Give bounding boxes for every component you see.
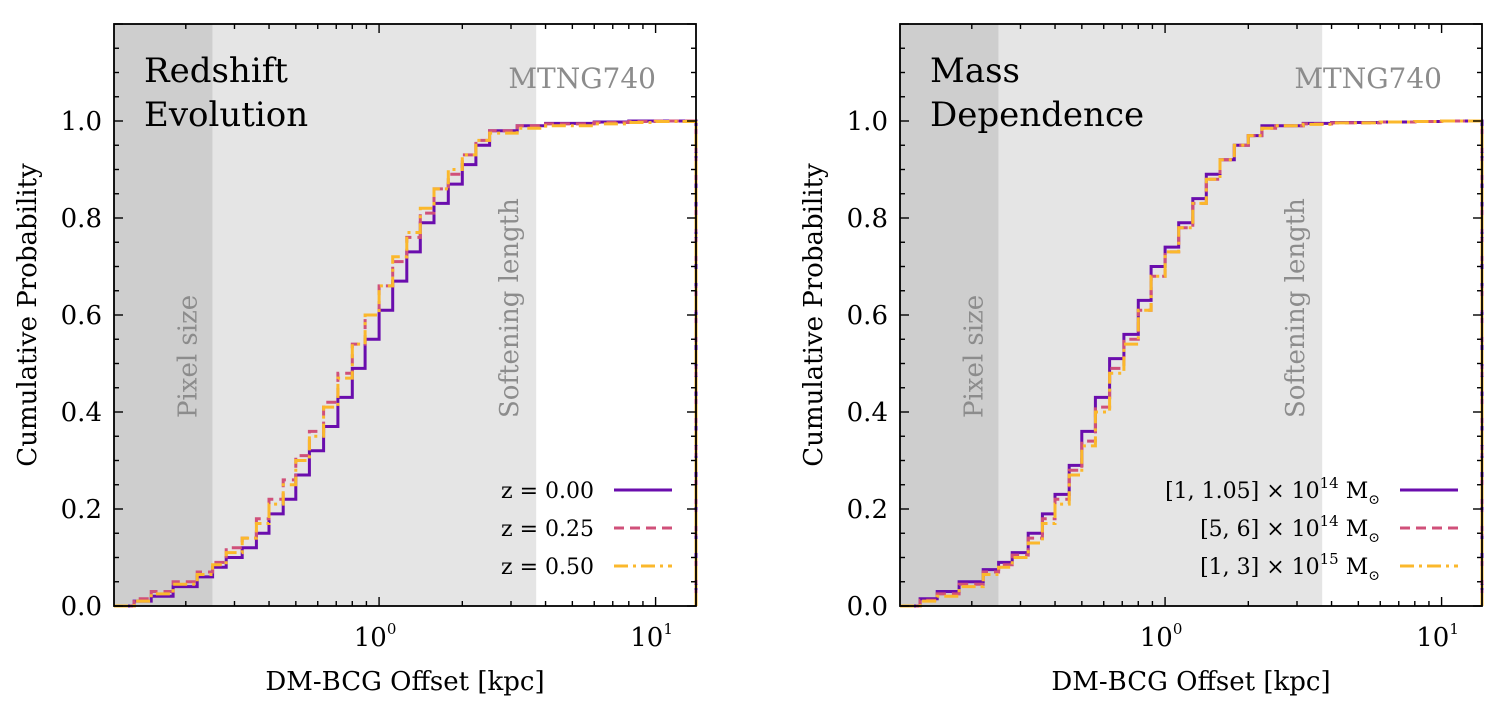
region-label-softening-length: Softening length	[1281, 198, 1311, 418]
panel-title-line-1: Mass	[930, 51, 1020, 91]
series-line-3	[114, 120, 698, 608]
region-label-softening-length: Softening length	[495, 198, 525, 418]
legend-label-1: z = 0.00	[501, 479, 594, 504]
y-axis-label: Cumulative Probability	[13, 163, 43, 467]
chart-panel-1: Pixel size Softening length 0.0 0.2 0.4 0.6 0.…	[13, 23, 698, 697]
legend-label-2: [5, 6] × 1014 M⊙	[1200, 512, 1380, 546]
y-tick-label: 0.0	[61, 592, 102, 622]
region-label-pixel-size: Pixel size	[960, 295, 990, 418]
y-tick-label: 0.8	[847, 204, 888, 234]
y-tick-label: 0.2	[61, 495, 102, 525]
simulation-label: MTNG740	[508, 62, 656, 95]
y-tick-label: 0.4	[61, 398, 102, 428]
y-tick-label: 1.0	[61, 107, 102, 137]
legend-label-3: [1, 3] × 1015 M⊙	[1200, 550, 1380, 584]
panel-title-line-2: Dependence	[930, 95, 1144, 135]
y-tick-label: 1.0	[847, 107, 888, 137]
legend-label-2: z = 0.25	[501, 517, 594, 542]
x-tick-label: 101	[1416, 620, 1459, 653]
y-tick-label: 0.6	[847, 301, 888, 331]
chart-panel-2: Pixel size Softening length 0.0 0.2 0.4 0.6 0.…	[799, 23, 1484, 697]
y-tick-label: 0.6	[61, 301, 102, 331]
region-softening-length	[998, 24, 1323, 606]
panel-title-line-2: Evolution	[144, 95, 308, 135]
series-line-3	[900, 119, 1484, 608]
y-tick-label: 0.4	[847, 398, 888, 428]
x-tick-label: 100	[1140, 620, 1183, 653]
legend-label-3: z = 0.50	[501, 555, 594, 580]
panel-title-line-1: Redshift	[144, 51, 288, 91]
y-tick-label: 0.0	[847, 592, 888, 622]
x-tick-label: 100	[354, 620, 397, 653]
region-label-pixel-size: Pixel size	[174, 295, 204, 418]
region-pixel-size	[114, 24, 213, 606]
y-tick-label: 0.2	[847, 495, 888, 525]
y-tick-label: 0.8	[61, 204, 102, 234]
region-pixel-size	[900, 24, 999, 606]
simulation-label: MTNG740	[1294, 62, 1442, 95]
x-axis-label: DM-BCG Offset [kpc]	[265, 667, 544, 697]
y-axis-label: Cumulative Probability	[799, 163, 829, 467]
x-axis-label: DM-BCG Offset [kpc]	[1051, 667, 1330, 697]
x-tick-label: 101	[630, 620, 673, 653]
legend-label-1: [1, 1.05] × 1014 M⊙	[1165, 474, 1380, 508]
